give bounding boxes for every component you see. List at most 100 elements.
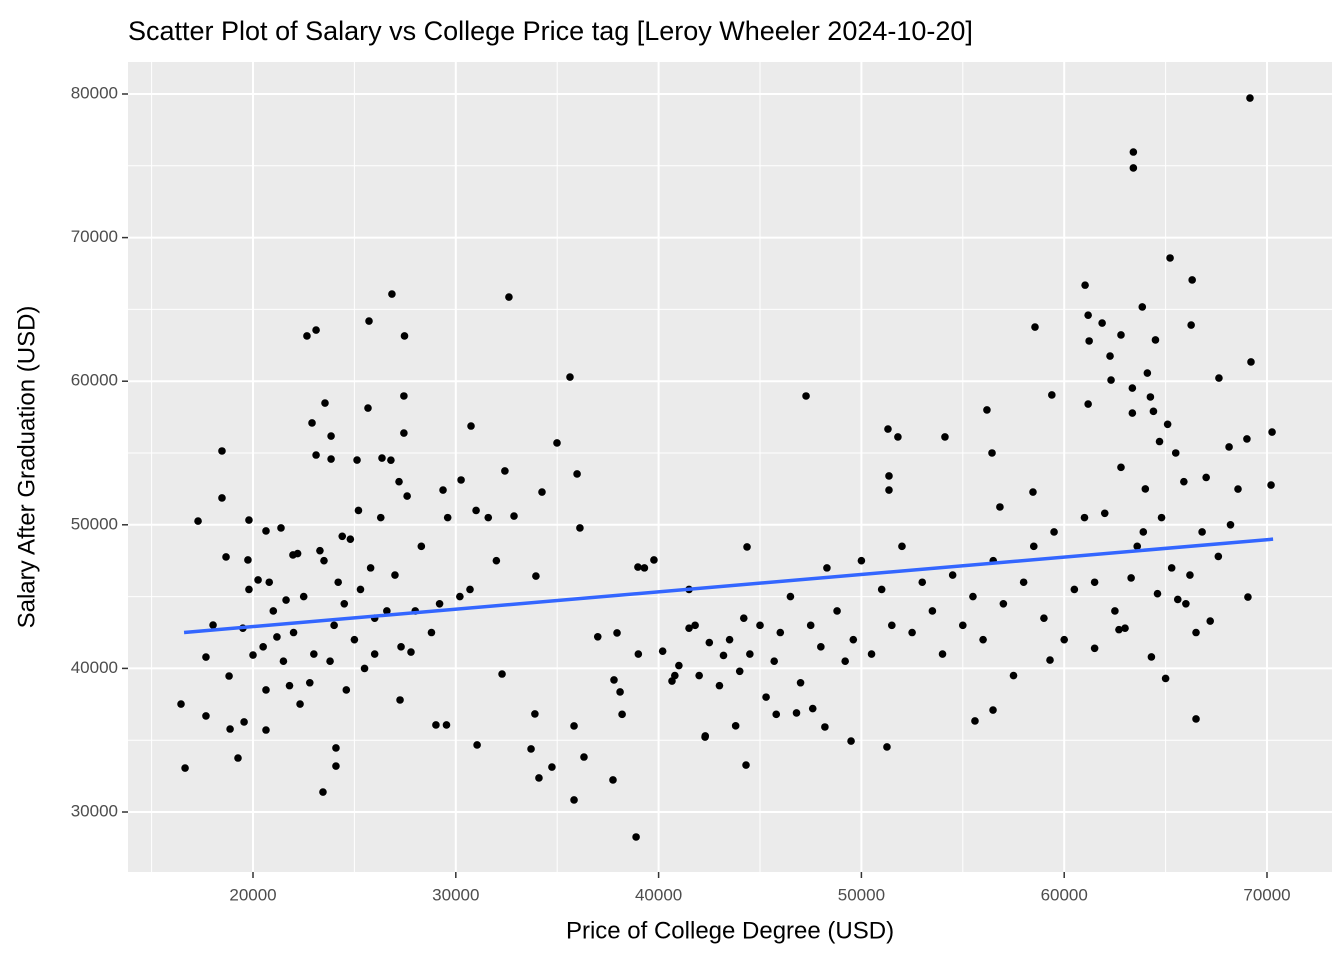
point <box>321 399 329 407</box>
point <box>1198 528 1206 536</box>
point <box>918 578 927 587</box>
y-tick-label: 50000 <box>71 514 118 533</box>
point <box>285 681 294 690</box>
point <box>1267 481 1275 489</box>
point <box>1215 374 1223 382</box>
point <box>1202 473 1210 482</box>
point <box>1048 391 1056 399</box>
point <box>1187 321 1195 329</box>
point <box>1084 311 1092 319</box>
point <box>443 513 452 522</box>
point <box>387 456 395 464</box>
point <box>1188 276 1196 284</box>
point <box>894 433 902 441</box>
x-tick-label: 50000 <box>838 885 885 904</box>
point <box>1133 542 1142 551</box>
point <box>202 653 210 661</box>
point <box>1029 542 1038 551</box>
point <box>640 564 649 572</box>
point <box>847 737 855 745</box>
point <box>1080 513 1089 522</box>
point <box>1085 337 1093 345</box>
point <box>1060 635 1069 644</box>
point <box>725 635 734 644</box>
point <box>841 657 849 666</box>
point <box>1214 552 1223 561</box>
point <box>884 425 892 433</box>
point <box>1046 656 1054 664</box>
point <box>988 449 996 457</box>
point <box>1084 400 1092 408</box>
point <box>370 650 379 658</box>
point <box>806 621 815 630</box>
point <box>570 722 578 730</box>
point <box>310 650 318 658</box>
point <box>996 503 1004 511</box>
point <box>1151 336 1160 344</box>
point <box>332 762 340 770</box>
point <box>969 592 977 601</box>
point <box>527 745 535 753</box>
point <box>397 643 405 651</box>
point <box>1107 376 1115 384</box>
point <box>756 621 764 630</box>
marks <box>177 94 1276 841</box>
point <box>1244 593 1252 601</box>
point <box>1115 625 1123 634</box>
point <box>1192 628 1200 637</box>
point <box>1247 358 1255 366</box>
point <box>510 512 518 520</box>
point <box>1147 653 1156 661</box>
point <box>776 628 785 637</box>
point <box>338 532 347 541</box>
point <box>225 672 233 680</box>
point <box>378 454 386 462</box>
point <box>531 710 539 718</box>
point <box>823 564 831 572</box>
point <box>1050 528 1058 536</box>
point <box>928 607 937 615</box>
point <box>262 726 270 734</box>
point <box>354 506 363 515</box>
point <box>473 741 481 749</box>
point <box>1139 528 1148 536</box>
point <box>1206 617 1215 625</box>
point <box>849 635 858 644</box>
point <box>580 753 588 761</box>
point <box>319 788 327 796</box>
point <box>1128 409 1137 417</box>
point <box>1129 148 1138 156</box>
point <box>202 712 210 720</box>
point <box>535 774 543 782</box>
point <box>802 392 810 400</box>
point <box>593 633 602 641</box>
x-tick-label: 70000 <box>1243 885 1290 904</box>
point <box>877 585 886 594</box>
point <box>1081 281 1089 289</box>
point <box>983 406 991 414</box>
point <box>1127 574 1135 582</box>
point <box>1157 513 1166 522</box>
axes: 20000 30000 40000 50000 60000 70000 30000 40000… <box>71 83 1291 904</box>
point <box>439 486 447 494</box>
point <box>1117 331 1125 339</box>
point <box>634 563 642 571</box>
point <box>245 516 253 524</box>
point <box>484 513 493 522</box>
point <box>442 721 451 729</box>
point <box>658 647 667 655</box>
panel <box>128 62 1332 872</box>
point <box>1111 607 1119 615</box>
point <box>1173 595 1182 604</box>
point <box>1031 323 1039 331</box>
point <box>1009 671 1018 680</box>
point <box>282 596 290 604</box>
point <box>218 447 226 455</box>
point <box>675 661 683 670</box>
point <box>1129 164 1138 172</box>
point <box>376 513 385 522</box>
point <box>1090 644 1099 653</box>
point <box>538 488 546 496</box>
point <box>259 643 267 651</box>
